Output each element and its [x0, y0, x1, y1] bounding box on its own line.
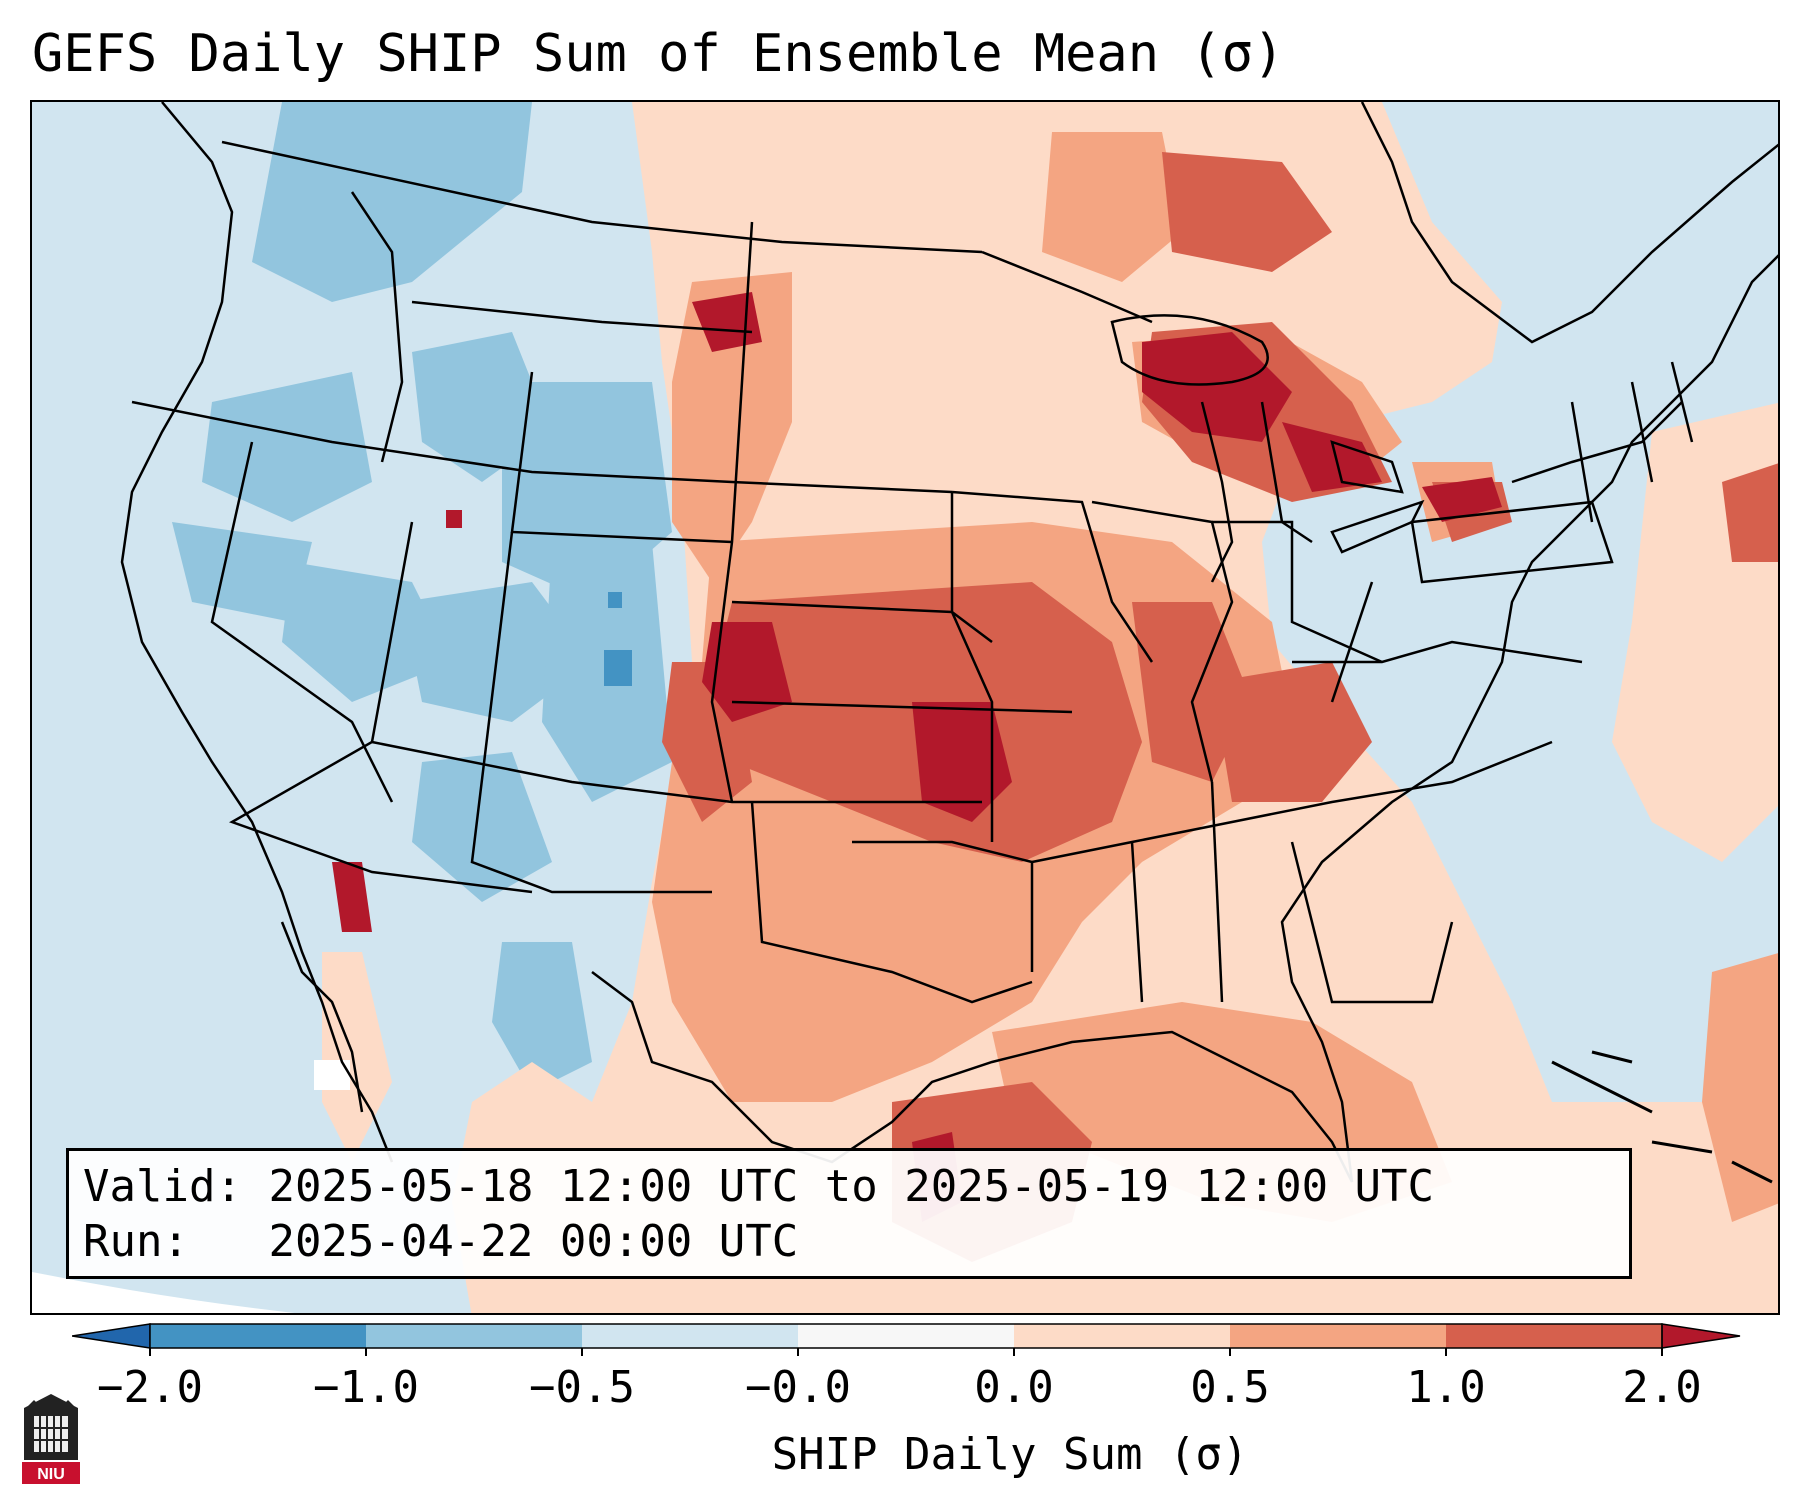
valid-time-range: 2025-05-18 12:00 UTC to 2025-05-19 12:00… [268, 1161, 1435, 1212]
colorbar-tick-label: −1.0 [313, 1362, 419, 1413]
colorbar-tick-label: 2.0 [1622, 1362, 1702, 1413]
caribbean-islands [1551, 1050, 1773, 1184]
colorbar-tick-label: 0.5 [1190, 1362, 1270, 1413]
great-lakes [1110, 314, 1425, 583]
colorbar [72, 1323, 1741, 1356]
map-canvas [32, 102, 1778, 1313]
colorbar-tick-label: −2.0 [97, 1362, 203, 1413]
extreme-positive-anomaly-regions [332, 292, 1502, 1222]
colorbar-label: SHIP Daily Sum (σ) [771, 1429, 1249, 1480]
colorbar-tick-label: −0.0 [745, 1362, 851, 1413]
map-panel [30, 100, 1780, 1315]
niu-logo: NIU [22, 1394, 80, 1484]
run-time: 2025-04-22 00:00 UTC [268, 1216, 799, 1267]
niu-logo-text: NIU [37, 1466, 65, 1483]
valid-run-info-box: Valid: 2025-05-18 12:00 UTC to 2025-05-1… [66, 1148, 1632, 1279]
colorbar-segments [150, 1324, 1662, 1348]
state-borders [131, 140, 1694, 1004]
colorbar-tick-label: 0.0 [974, 1362, 1054, 1413]
colorbar-tick-label: −0.5 [529, 1362, 635, 1413]
off-domain-area [32, 1272, 295, 1313]
map-title: GEFS Daily SHIP Sum of Ensemble Mean (σ) [32, 24, 1285, 84]
valid-label: Valid: [83, 1161, 242, 1212]
colorbar-tick-label: 1.0 [1406, 1362, 1486, 1413]
colorbar-extend-low [72, 1323, 151, 1349]
run-label: Run: [83, 1216, 189, 1267]
colorbar-extend-high [1661, 1323, 1741, 1349]
colorbar-ticks [149, 1348, 1663, 1356]
coastlines [120, 102, 1778, 1183]
